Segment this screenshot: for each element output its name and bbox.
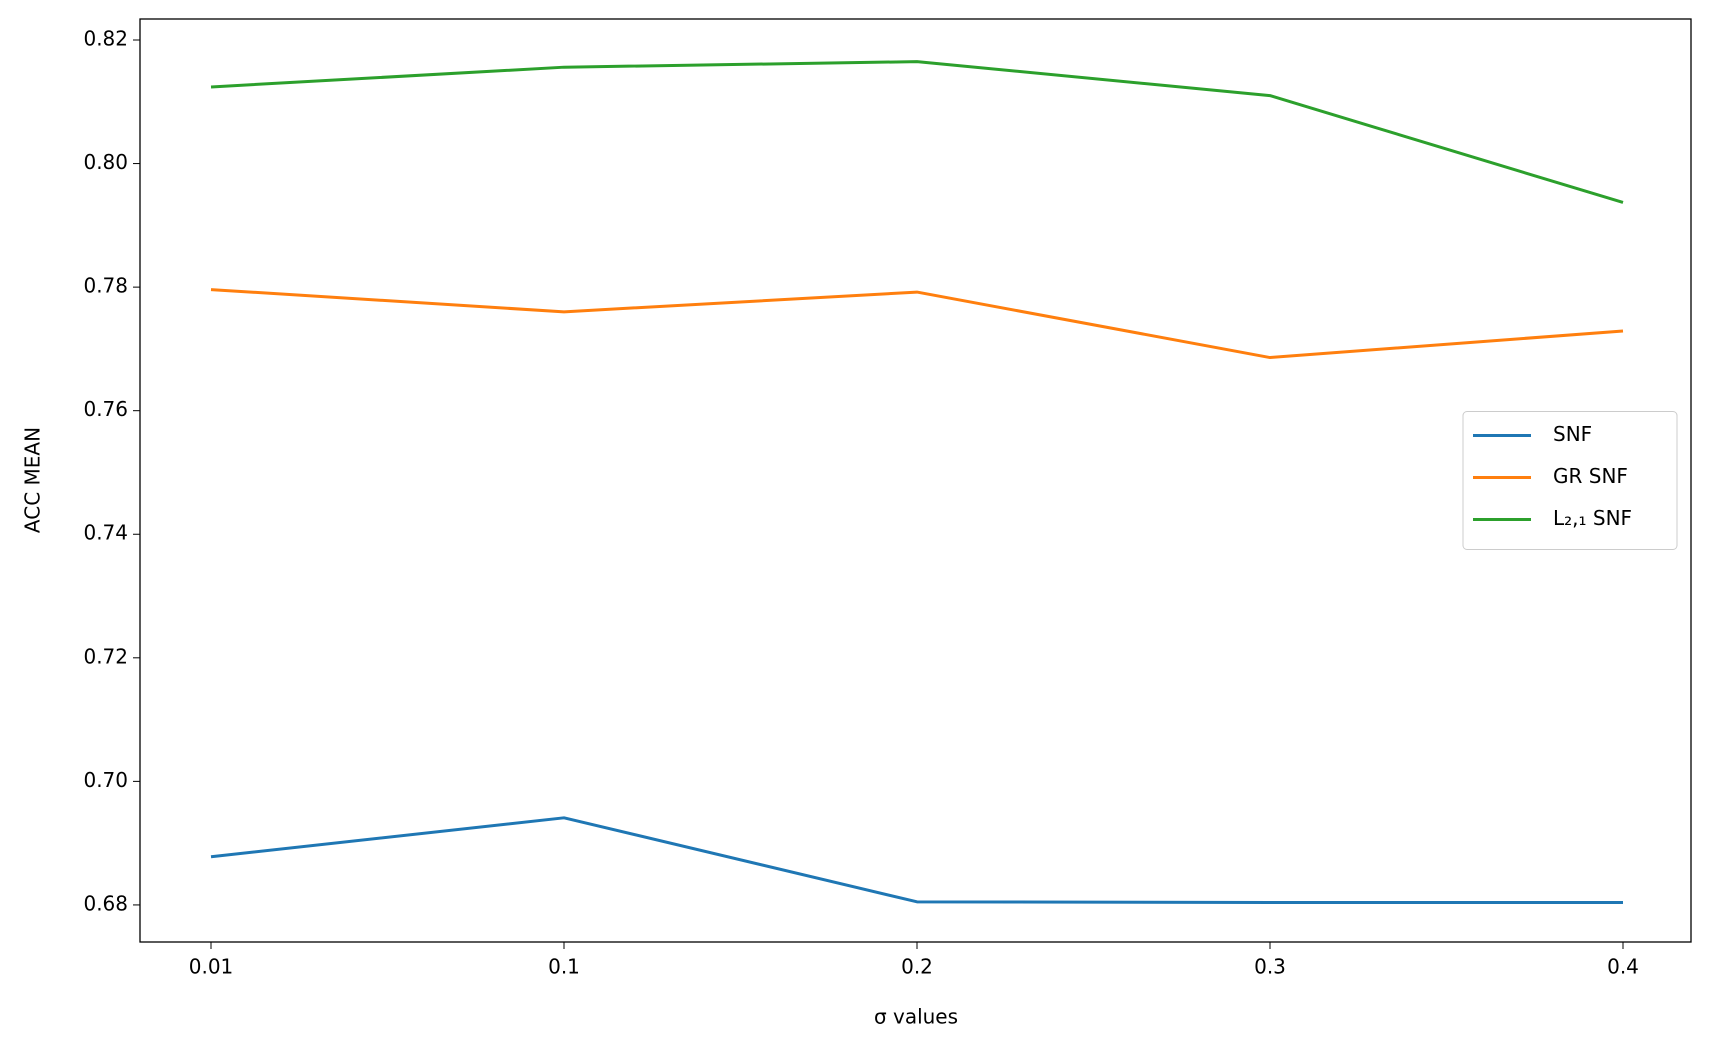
y-axis-label: ACC MEAN <box>21 427 45 533</box>
legend-label: SNF <box>1553 422 1592 446</box>
y-tick-label: 0.78 <box>83 274 128 298</box>
legend-box <box>1462 411 1678 550</box>
legend-label: GR SNF <box>1553 464 1628 488</box>
series-line <box>210 288 1624 360</box>
y-tick-label: 0.80 <box>83 150 128 174</box>
x-tick-label: 0.01 <box>189 955 234 979</box>
legend-label: L₂,₁ SNF <box>1553 506 1632 530</box>
y-tick-label: 0.72 <box>83 644 128 668</box>
x-tick-label: 0.3 <box>1254 955 1286 979</box>
x-tick-label: 0.2 <box>901 955 933 979</box>
x-tick-label: 0.1 <box>548 955 580 979</box>
x-tick-label: 0.4 <box>1607 955 1639 979</box>
y-tick-label: 0.76 <box>83 397 128 421</box>
y-tick-label: 0.68 <box>83 891 128 915</box>
x-axis-label: σ values <box>874 1005 958 1029</box>
plot-frame <box>139 18 1692 943</box>
y-tick-label: 0.70 <box>83 768 128 792</box>
y-tick-label: 0.82 <box>83 27 128 51</box>
y-tick-label: 0.74 <box>83 521 128 545</box>
series-line <box>210 60 1624 204</box>
series-line <box>210 816 1623 904</box>
